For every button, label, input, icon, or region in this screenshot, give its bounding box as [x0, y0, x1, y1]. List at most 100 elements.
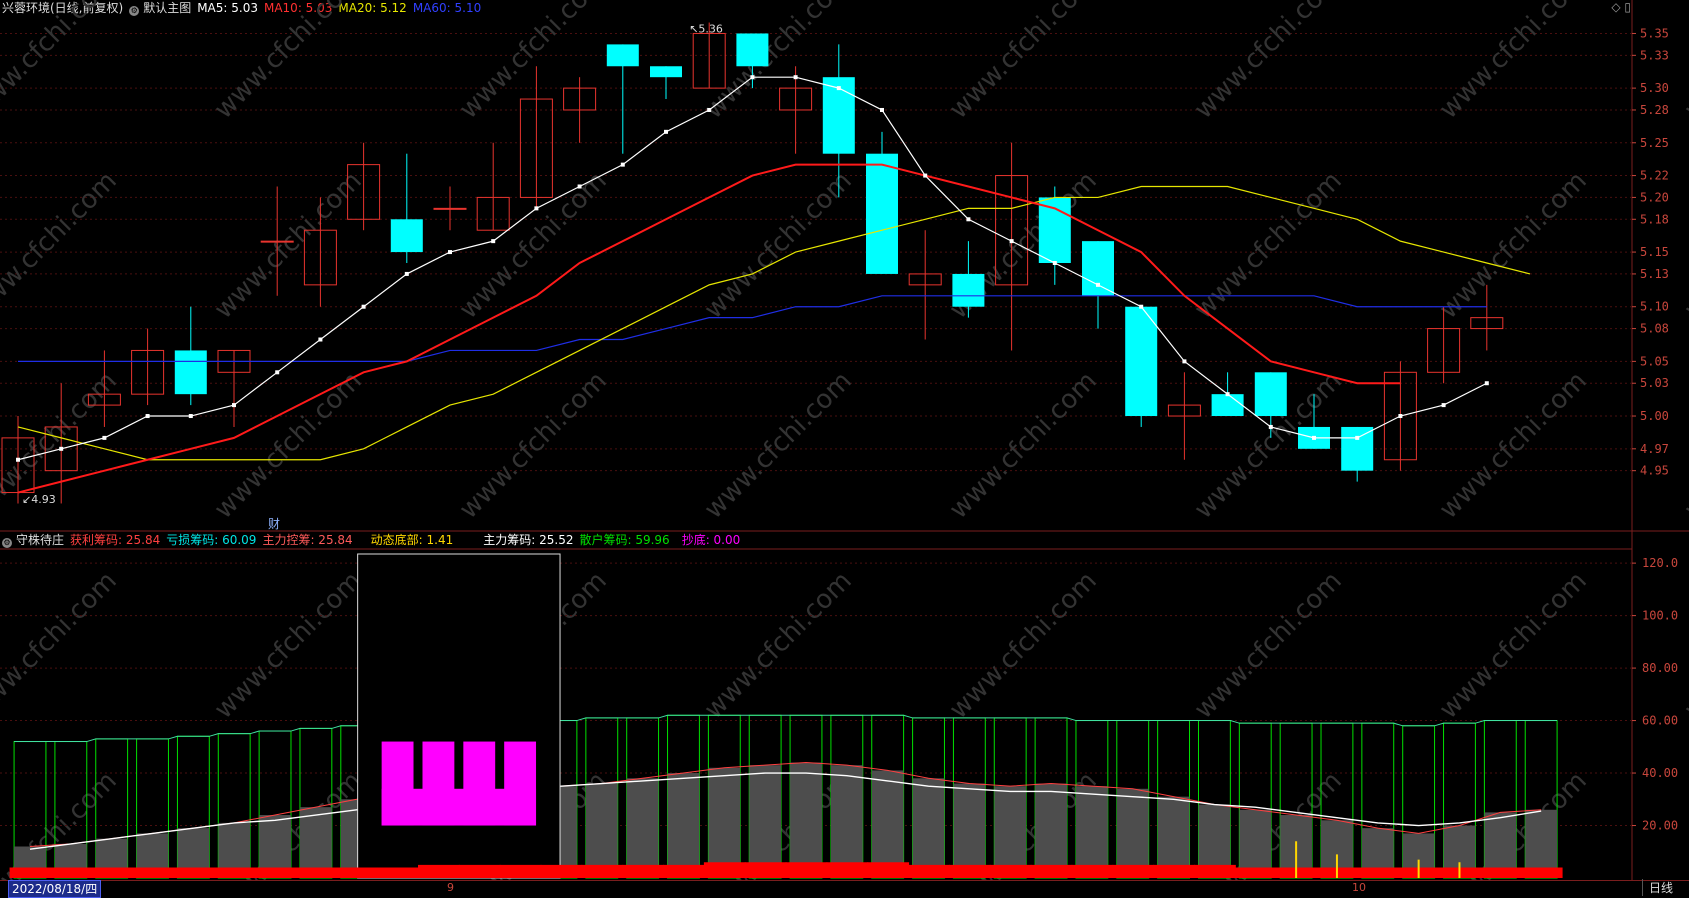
highlight-frame: [357, 553, 561, 879]
loss-chip-line: [14, 714, 1558, 743]
watermark-text: www.cfchi.com: [0, 0, 123, 125]
ma60-line: [18, 295, 1487, 362]
dynamic-base-bar: [1357, 867, 1400, 878]
dynamic-base-bar: [254, 867, 297, 878]
diamond-icon[interactable]: ◇: [1611, 0, 1621, 14]
y-tick-label: 5.33: [1640, 48, 1669, 62]
ma5-point: [620, 162, 625, 167]
profit-chip-bar: [1157, 796, 1190, 878]
dynamic-base-bar: [91, 867, 134, 878]
watermark-text: www.cfchi.com: [0, 166, 123, 325]
profit-chip-bar: [953, 783, 986, 878]
dynamic-base-bar: [622, 864, 665, 878]
ma10-line: [17, 163, 1401, 494]
candle-body-down: [866, 153, 898, 274]
finance-marker: 财: [268, 517, 280, 531]
ma5-point: [59, 446, 64, 451]
dynamic-base-bar: [540, 864, 583, 878]
candle-body-up: [44, 426, 78, 472]
y-tick-label: 5.05: [1640, 354, 1669, 368]
y-tick-label: 5.15: [1640, 245, 1669, 259]
month-label-9: 9: [447, 881, 454, 894]
settings-icon[interactable]: ⚙: [129, 6, 140, 16]
panel-icon[interactable]: ▯: [1624, 0, 1631, 14]
watermark-text: www.cfchi.com: [454, 366, 613, 525]
window-controls: ◇ ▯: [1611, 0, 1631, 14]
main-chips-line: [29, 772, 1542, 850]
candle-body-up: [995, 175, 1029, 286]
candle-body-down: [1082, 241, 1114, 296]
ma5-point: [836, 86, 841, 91]
watermark-text: www.cfchi.com: [1679, 766, 1689, 880]
ma5-point: [1052, 261, 1057, 265]
dynamic-base-bar: [1153, 864, 1195, 878]
dynamic-base-bar: [295, 867, 338, 878]
dynamic-base-bar: [1194, 864, 1236, 878]
profit-chips-value: 获利筹码: 25.84: [70, 533, 161, 547]
y-tick-label: 5.18: [1640, 212, 1669, 226]
candle-body-down: [952, 273, 985, 307]
main-indicator-name[interactable]: 默认主图: [143, 1, 192, 15]
y-tick-label: 5.28: [1640, 103, 1669, 117]
main-chips-value: 主力筹码: 25.52: [483, 533, 574, 547]
main-chart-header: 兴蓉环境(日线,前复权) ⚙ 默认主图 MA5: 5.03 MA10: 5.03 MA20…: [2, 0, 487, 16]
y-tick-label: 5.00: [1640, 409, 1669, 423]
watermark-text: www.cfchi.com: [1189, 166, 1348, 325]
y-tick-label: 5.13: [1640, 267, 1669, 281]
loss-chips-value: 亏损筹码: 60.09: [166, 533, 257, 547]
watermark-text: www.cfchi.com: [1434, 166, 1593, 325]
candle-body-down: [1125, 306, 1158, 417]
profit-chip-bar: [994, 786, 1027, 878]
profit-chip-bar: [1484, 812, 1517, 878]
stock-title[interactable]: 兴蓉环境(日线,前复权): [2, 1, 124, 15]
ma20-line: [17, 185, 1531, 461]
ma5-point: [102, 435, 107, 440]
candle-body-up: [303, 229, 337, 286]
dynamic-base-bar: [458, 864, 501, 878]
ma5-point: [232, 403, 236, 408]
profit-chip-bar: [1525, 809, 1558, 878]
profit-chip-bar: [749, 765, 782, 878]
watermark-text: www.cfchi.com: [699, 366, 858, 525]
dynamic-base-bar: [418, 864, 460, 878]
ma5-point: [1182, 359, 1187, 364]
dynamic-base-bar: [336, 867, 379, 878]
candle-body-up: [1427, 328, 1461, 373]
candle-body-up: [1470, 317, 1504, 330]
time-axis: [0, 880, 1689, 898]
ma5-point: [707, 107, 712, 112]
sub-chart-header: ⚙ 守株待庄 获利筹码: 25.84 亏损筹码: 60.09 主力控筹: 25.84 动态…: [2, 532, 746, 548]
candle-body-up: [519, 98, 553, 198]
ma5-point: [923, 173, 928, 178]
ma20-value: MA20: 5.12: [338, 1, 407, 15]
dynamic-base-bar: [377, 867, 419, 878]
y-tick-label: 5.25: [1640, 136, 1669, 150]
high-price-label: ↖5.36: [689, 23, 723, 36]
ma5-value: MA5: 5.03: [197, 1, 258, 15]
ma5-point: [491, 239, 496, 244]
dynamic-base-bar: [826, 862, 869, 878]
watermark-text: www.cfchi.com: [1679, 366, 1689, 525]
y-tick-label: 120.0: [1642, 556, 1678, 570]
watermark-text: www.cfchi.com: [454, 0, 613, 125]
dynamic-base-bar: [948, 864, 991, 878]
y-tick-label: 100.0: [1642, 609, 1678, 623]
dynamic-base-bar: [50, 867, 93, 878]
dynamic-base-bar: [1071, 864, 1114, 878]
settings-icon[interactable]: ⚙: [2, 538, 12, 548]
candle-body-down: [390, 219, 423, 253]
sub-indicator-name[interactable]: 守株待庄: [16, 533, 65, 547]
ma5-point: [750, 75, 755, 80]
y-tick-label: 5.10: [1640, 300, 1669, 314]
dynamic-base-bar: [1030, 864, 1073, 878]
dynamic-base-bar: [867, 862, 910, 878]
ma5-point: [1009, 239, 1014, 244]
watermark-text: www.cfchi.com: [1679, 566, 1689, 725]
chart-canvas[interactable]: 5.35 5.33 5.30 5.28 5.25 5.22 5.20 5.18 5.15 5.13…: [0, 0, 1689, 880]
period-selector[interactable]: 日线: [1642, 879, 1679, 896]
dynamic-base-bar: [744, 862, 787, 878]
ma5-point: [793, 75, 798, 80]
dynamic-base-bar: [1479, 867, 1522, 878]
dynamic-base-bar: [499, 864, 542, 878]
